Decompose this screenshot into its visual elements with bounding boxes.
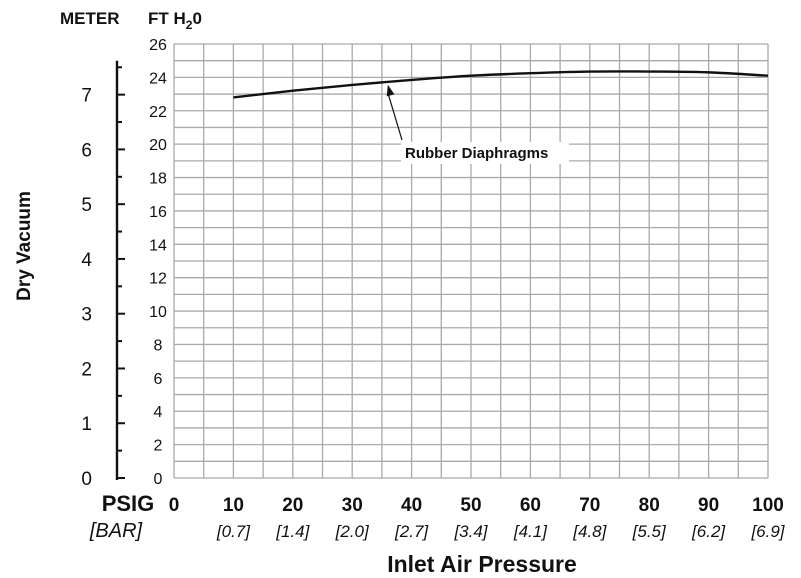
- x-tick-label-bar: [3.4]: [453, 522, 488, 541]
- x-tick-label-bar: [0.7]: [216, 522, 251, 541]
- x-tick-label-bar: [6.2]: [691, 522, 726, 541]
- x-unit-psig: PSIG: [102, 491, 155, 516]
- x-tick-label: 100: [752, 495, 784, 516]
- series-line-rubber-diaphragms: [233, 70, 769, 99]
- ft-tick-label: 24: [149, 70, 167, 87]
- ft-axis-unit: FT H20: [148, 9, 202, 32]
- y-axis-label: Dry Vacuum: [14, 191, 35, 301]
- ft-tick-label: 16: [149, 204, 167, 221]
- annotation-arrowhead: [386, 84, 395, 97]
- x-tick-label: 20: [282, 495, 303, 516]
- ft-tick-label: 14: [149, 237, 167, 254]
- grid: [173, 43, 769, 479]
- ft-tick-label: 2: [154, 438, 163, 455]
- ft-tick-label: 22: [149, 104, 167, 121]
- x-tick-label: 70: [579, 495, 600, 516]
- x-tick-label: 90: [698, 495, 719, 516]
- meter-axis-unit: METER: [60, 9, 120, 28]
- x-tick-label-bar: [5.5]: [632, 522, 667, 541]
- x-tick-label-bar: [6.9]: [750, 522, 785, 541]
- annotation-arrow: [387, 92, 403, 141]
- ft-tick-label: 26: [149, 37, 167, 54]
- ft-axis-unit-main: FT H: [148, 9, 186, 28]
- ft-axis-unit-tail: 0: [192, 9, 201, 28]
- meter-tick-label: 2: [81, 359, 92, 380]
- x-tick-label: 60: [520, 495, 541, 516]
- ft-tick-label: 0: [154, 471, 163, 488]
- ft-tick-label: 8: [154, 337, 163, 354]
- annotation-background: [401, 142, 569, 164]
- x-tick-label-bar: [1.4]: [275, 522, 310, 541]
- meter-tick-label: 7: [81, 86, 92, 107]
- meter-tick-label: 1: [81, 414, 92, 435]
- annotation-label: Rubber Diaphragms: [405, 145, 548, 162]
- meter-tick-label: 0: [81, 469, 92, 490]
- ft-tick-label: 12: [149, 271, 167, 288]
- ft-tick-label: 4: [154, 404, 163, 421]
- ft-tick-label: 18: [149, 171, 167, 188]
- x-tick-label: 80: [639, 495, 660, 516]
- x-tick-label-bar: [4.8]: [572, 522, 607, 541]
- meter-tick-label: 6: [81, 140, 92, 161]
- x-tick-label-bar: [2.0]: [335, 522, 370, 541]
- ft-tick-label: 20: [149, 137, 167, 154]
- x-axis-label: Inlet Air Pressure: [387, 551, 577, 577]
- x-tick-label: 50: [460, 495, 481, 516]
- ft-tick-label: 6: [154, 371, 163, 388]
- x-tick-label-bar: [2.7]: [394, 522, 429, 541]
- ft-axis-unit-sub: 2: [186, 18, 193, 32]
- meter-tick-label: 4: [81, 250, 92, 271]
- x-tick-labels: 0 10 20 30 40 50 60 70 80 90 100 [0.7] [1.4] [2.0] [2.…: [169, 495, 786, 541]
- meter-tick-label: 5: [81, 195, 92, 216]
- meter-axis: 0 1 2 3 4 5 6 7: [81, 60, 125, 490]
- meter-tick-label: 3: [81, 305, 92, 326]
- x-tick-label: 10: [223, 495, 244, 516]
- ft-tick-label: 10: [149, 304, 167, 321]
- x-tick-label: 30: [342, 495, 363, 516]
- x-tick-label: 40: [401, 495, 422, 516]
- x-tick-label-bar: [4.1]: [513, 522, 548, 541]
- x-unit-bar: [BAR]: [89, 520, 143, 542]
- x-tick-label: 0: [169, 495, 180, 516]
- series-group: [233, 70, 769, 99]
